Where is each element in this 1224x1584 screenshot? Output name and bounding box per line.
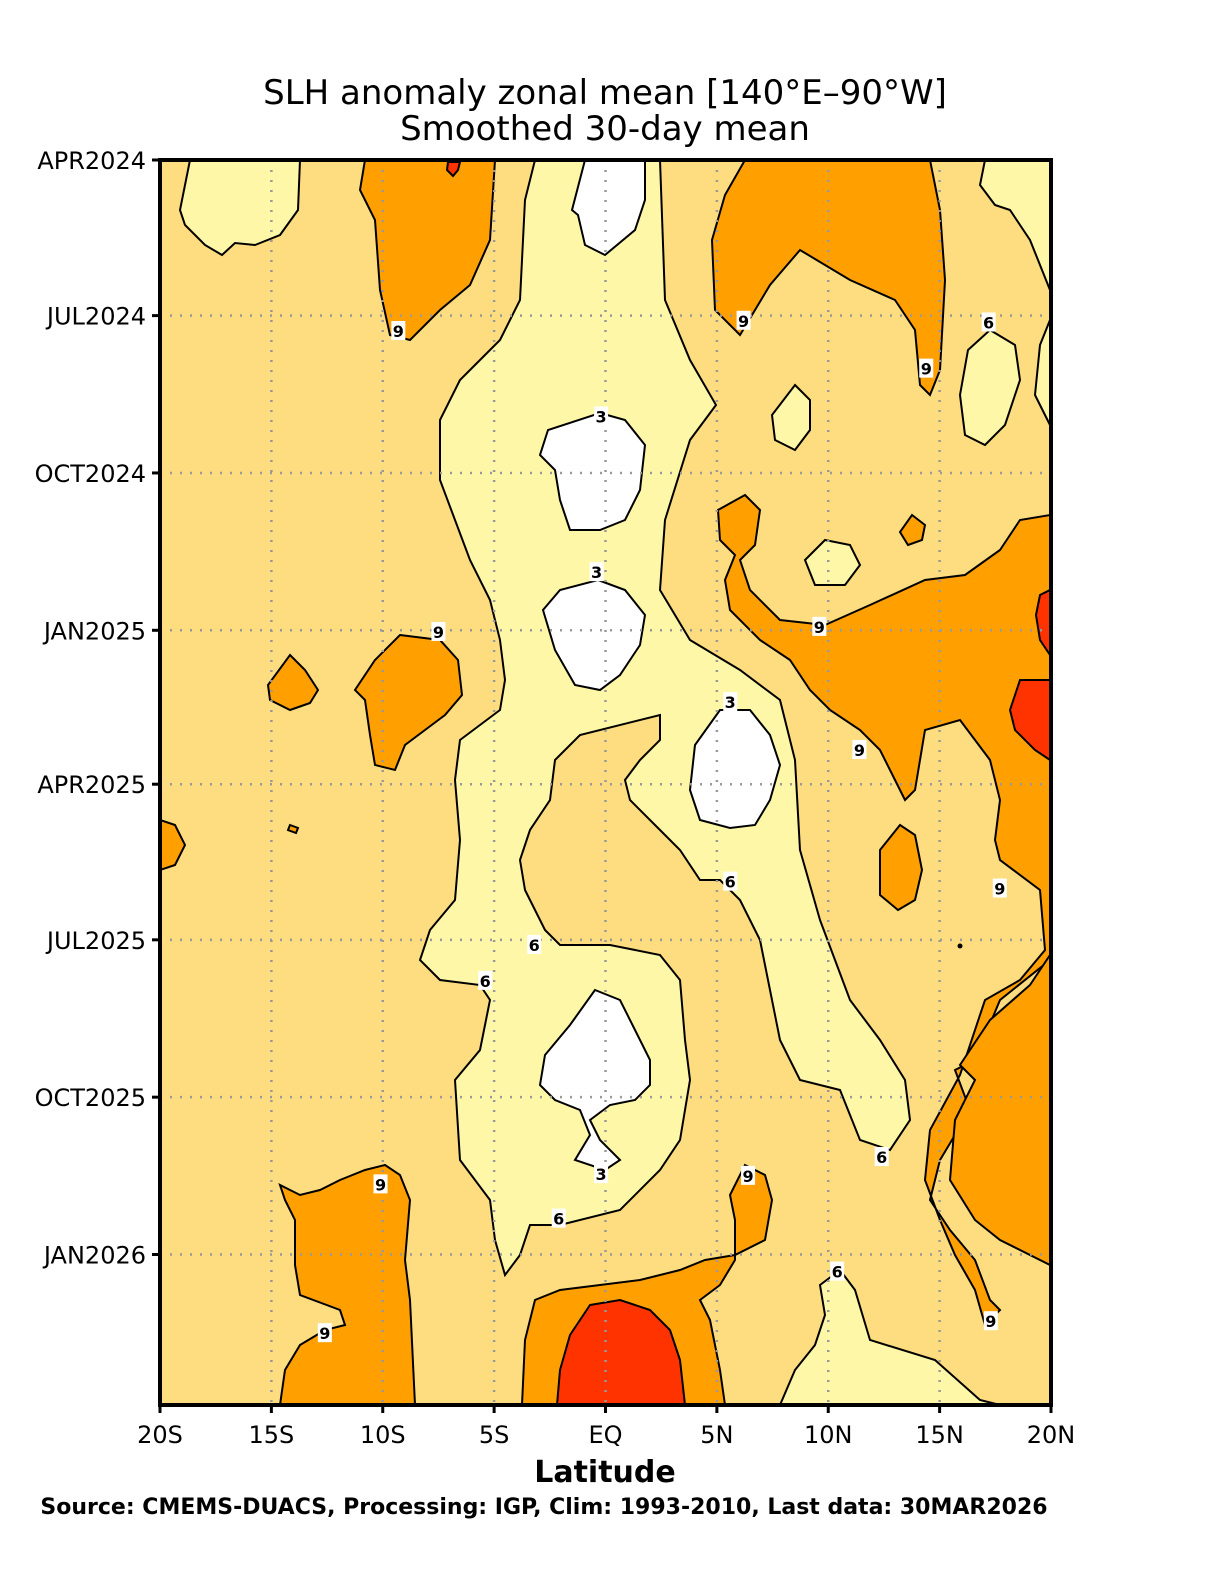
- contour-label: 9: [919, 358, 934, 379]
- svg-text:9: 9: [738, 312, 749, 331]
- contour-label: 3: [594, 406, 609, 427]
- region-3-6-bottom: [778, 1268, 1001, 1405]
- y-tick-label: APR2025: [37, 771, 146, 799]
- svg-text:9: 9: [854, 741, 865, 760]
- contour-label: 9: [983, 1311, 998, 1331]
- region-3-6-aug2024-b: [958, 328, 1022, 447]
- svg-text:3: 3: [595, 408, 606, 427]
- region-9-12-feb2025-b: [266, 653, 320, 712]
- svg-text:9: 9: [994, 880, 1005, 899]
- svg-text:9: 9: [985, 1312, 996, 1331]
- region-9-12-dec2025-right: [948, 951, 1051, 1267]
- source-note: Source: CMEMS-DUACS, Processing: IGP, Cl…: [40, 1495, 1047, 1520]
- svg-text:9: 9: [814, 618, 825, 637]
- y-tick-label: JUL2025: [45, 927, 146, 955]
- x-tick-label: 5S: [479, 1421, 510, 1449]
- contour-label: 6: [527, 934, 542, 955]
- y-tick-label: OCT2024: [35, 460, 146, 488]
- contour-label: 9: [992, 878, 1007, 899]
- region-above-12-bottom: [555, 1298, 687, 1405]
- region-9-12-top-left: [358, 160, 497, 342]
- x-tick-label: 15S: [248, 1421, 294, 1449]
- region-above-12-jan2025: [1034, 588, 1051, 659]
- region-9-12-apr2025-left: [160, 818, 187, 872]
- plot-area: [160, 160, 1051, 1405]
- contour-label: 3: [589, 562, 604, 582]
- y-tick-label: APR2024: [37, 147, 146, 175]
- svg-text:6: 6: [876, 1148, 887, 1167]
- x-axis-label: Latitude: [534, 1455, 676, 1490]
- contour-label: 9: [373, 1174, 388, 1194]
- contour-label: 9: [812, 616, 827, 637]
- x-tick-label: 10N: [804, 1421, 853, 1449]
- region-below-3-oct2024: [538, 411, 647, 531]
- contour-label: 9: [391, 321, 406, 341]
- y-axis: APR2024 JUL2024 OCT2024 JAN2025 APR2025 JUL20…: [35, 147, 160, 1270]
- contour-label: 9: [317, 1323, 332, 1343]
- y-tick-label: JAN2025: [42, 617, 146, 645]
- region-9-12-big-right: [716, 493, 1051, 1327]
- x-tick-label: 5N: [700, 1421, 733, 1449]
- region-9-12-feb2025-a: [353, 633, 464, 772]
- svg-text:6: 6: [529, 936, 540, 955]
- chart-subtitle: Smoothed 30-day mean: [400, 109, 810, 149]
- svg-text:6: 6: [553, 1210, 564, 1229]
- x-axis: 20S 15S 10S 5S EQ 5N 10N 15N 20N: [137, 1405, 1075, 1449]
- region-3-6-nov2024: [803, 538, 862, 586]
- contour-label: 6: [874, 1147, 889, 1167]
- region-3-6-top-left: [178, 160, 302, 257]
- svg-text:9: 9: [433, 623, 444, 642]
- x-tick-label: 10S: [360, 1421, 406, 1449]
- region-below-3-mar2025: [688, 709, 782, 830]
- region-9-12-apr2025-dot: [286, 823, 300, 835]
- x-tick-label: 20N: [1027, 1421, 1076, 1449]
- svg-text:3: 3: [595, 1165, 606, 1184]
- svg-text:6: 6: [725, 873, 736, 892]
- region-9-12-top-right: [710, 160, 947, 397]
- contour-label: 6: [830, 1261, 845, 1282]
- region-below-3-oct2025: [538, 988, 651, 1172]
- region-3-6-aug2024-a: [770, 383, 811, 452]
- y-tick-label: JUL2024: [45, 303, 146, 331]
- contour-labels: 9 9 9 6 3 3 9 9 3 9 6 9 6 6 3 6 9 9 6 6 9 9: [317, 310, 1007, 1343]
- contour-label: 9: [736, 310, 751, 331]
- region-below-3-top: [570, 160, 646, 257]
- contour-label: 3: [594, 1164, 609, 1184]
- region-above-12-speck: [957, 943, 963, 949]
- chart-title: SLH anomaly zonal mean [140°E–90°W]: [263, 73, 947, 113]
- contour-label: 9: [431, 622, 446, 642]
- contour-label: 6: [723, 871, 738, 892]
- region-9-12-bottom-left: [278, 1163, 417, 1405]
- svg-text:6: 6: [832, 1263, 843, 1282]
- x-tick-label: EQ: [588, 1421, 622, 1449]
- region-9-12-oct2024-dot: [898, 513, 927, 547]
- contour-label: 9: [852, 740, 867, 760]
- svg-text:9: 9: [921, 360, 932, 379]
- band-3-6-central: [418, 160, 912, 1278]
- x-tick-label: 15N: [915, 1421, 964, 1449]
- svg-text:9: 9: [393, 322, 404, 341]
- svg-text:6: 6: [983, 313, 994, 332]
- svg-text:6: 6: [480, 972, 491, 991]
- region-9-12-may2025: [879, 823, 924, 912]
- svg-text:9: 9: [319, 1324, 330, 1343]
- contour-label: 6: [551, 1208, 566, 1229]
- y-tick-label: JAN2026: [42, 1242, 146, 1270]
- region-below-3-dec2024: [541, 578, 647, 692]
- svg-text:9: 9: [742, 1167, 753, 1186]
- svg-text:3: 3: [591, 563, 602, 582]
- y-tick-label: OCT2025: [35, 1084, 146, 1112]
- contour-label: 9: [741, 1165, 756, 1186]
- contour-label: 6: [981, 312, 996, 332]
- contour-label: 6: [478, 970, 493, 991]
- svg-text:9: 9: [375, 1175, 386, 1194]
- x-tick-label: 20S: [137, 1421, 183, 1449]
- svg-text:3: 3: [725, 693, 736, 712]
- contour-label: 3: [723, 692, 738, 712]
